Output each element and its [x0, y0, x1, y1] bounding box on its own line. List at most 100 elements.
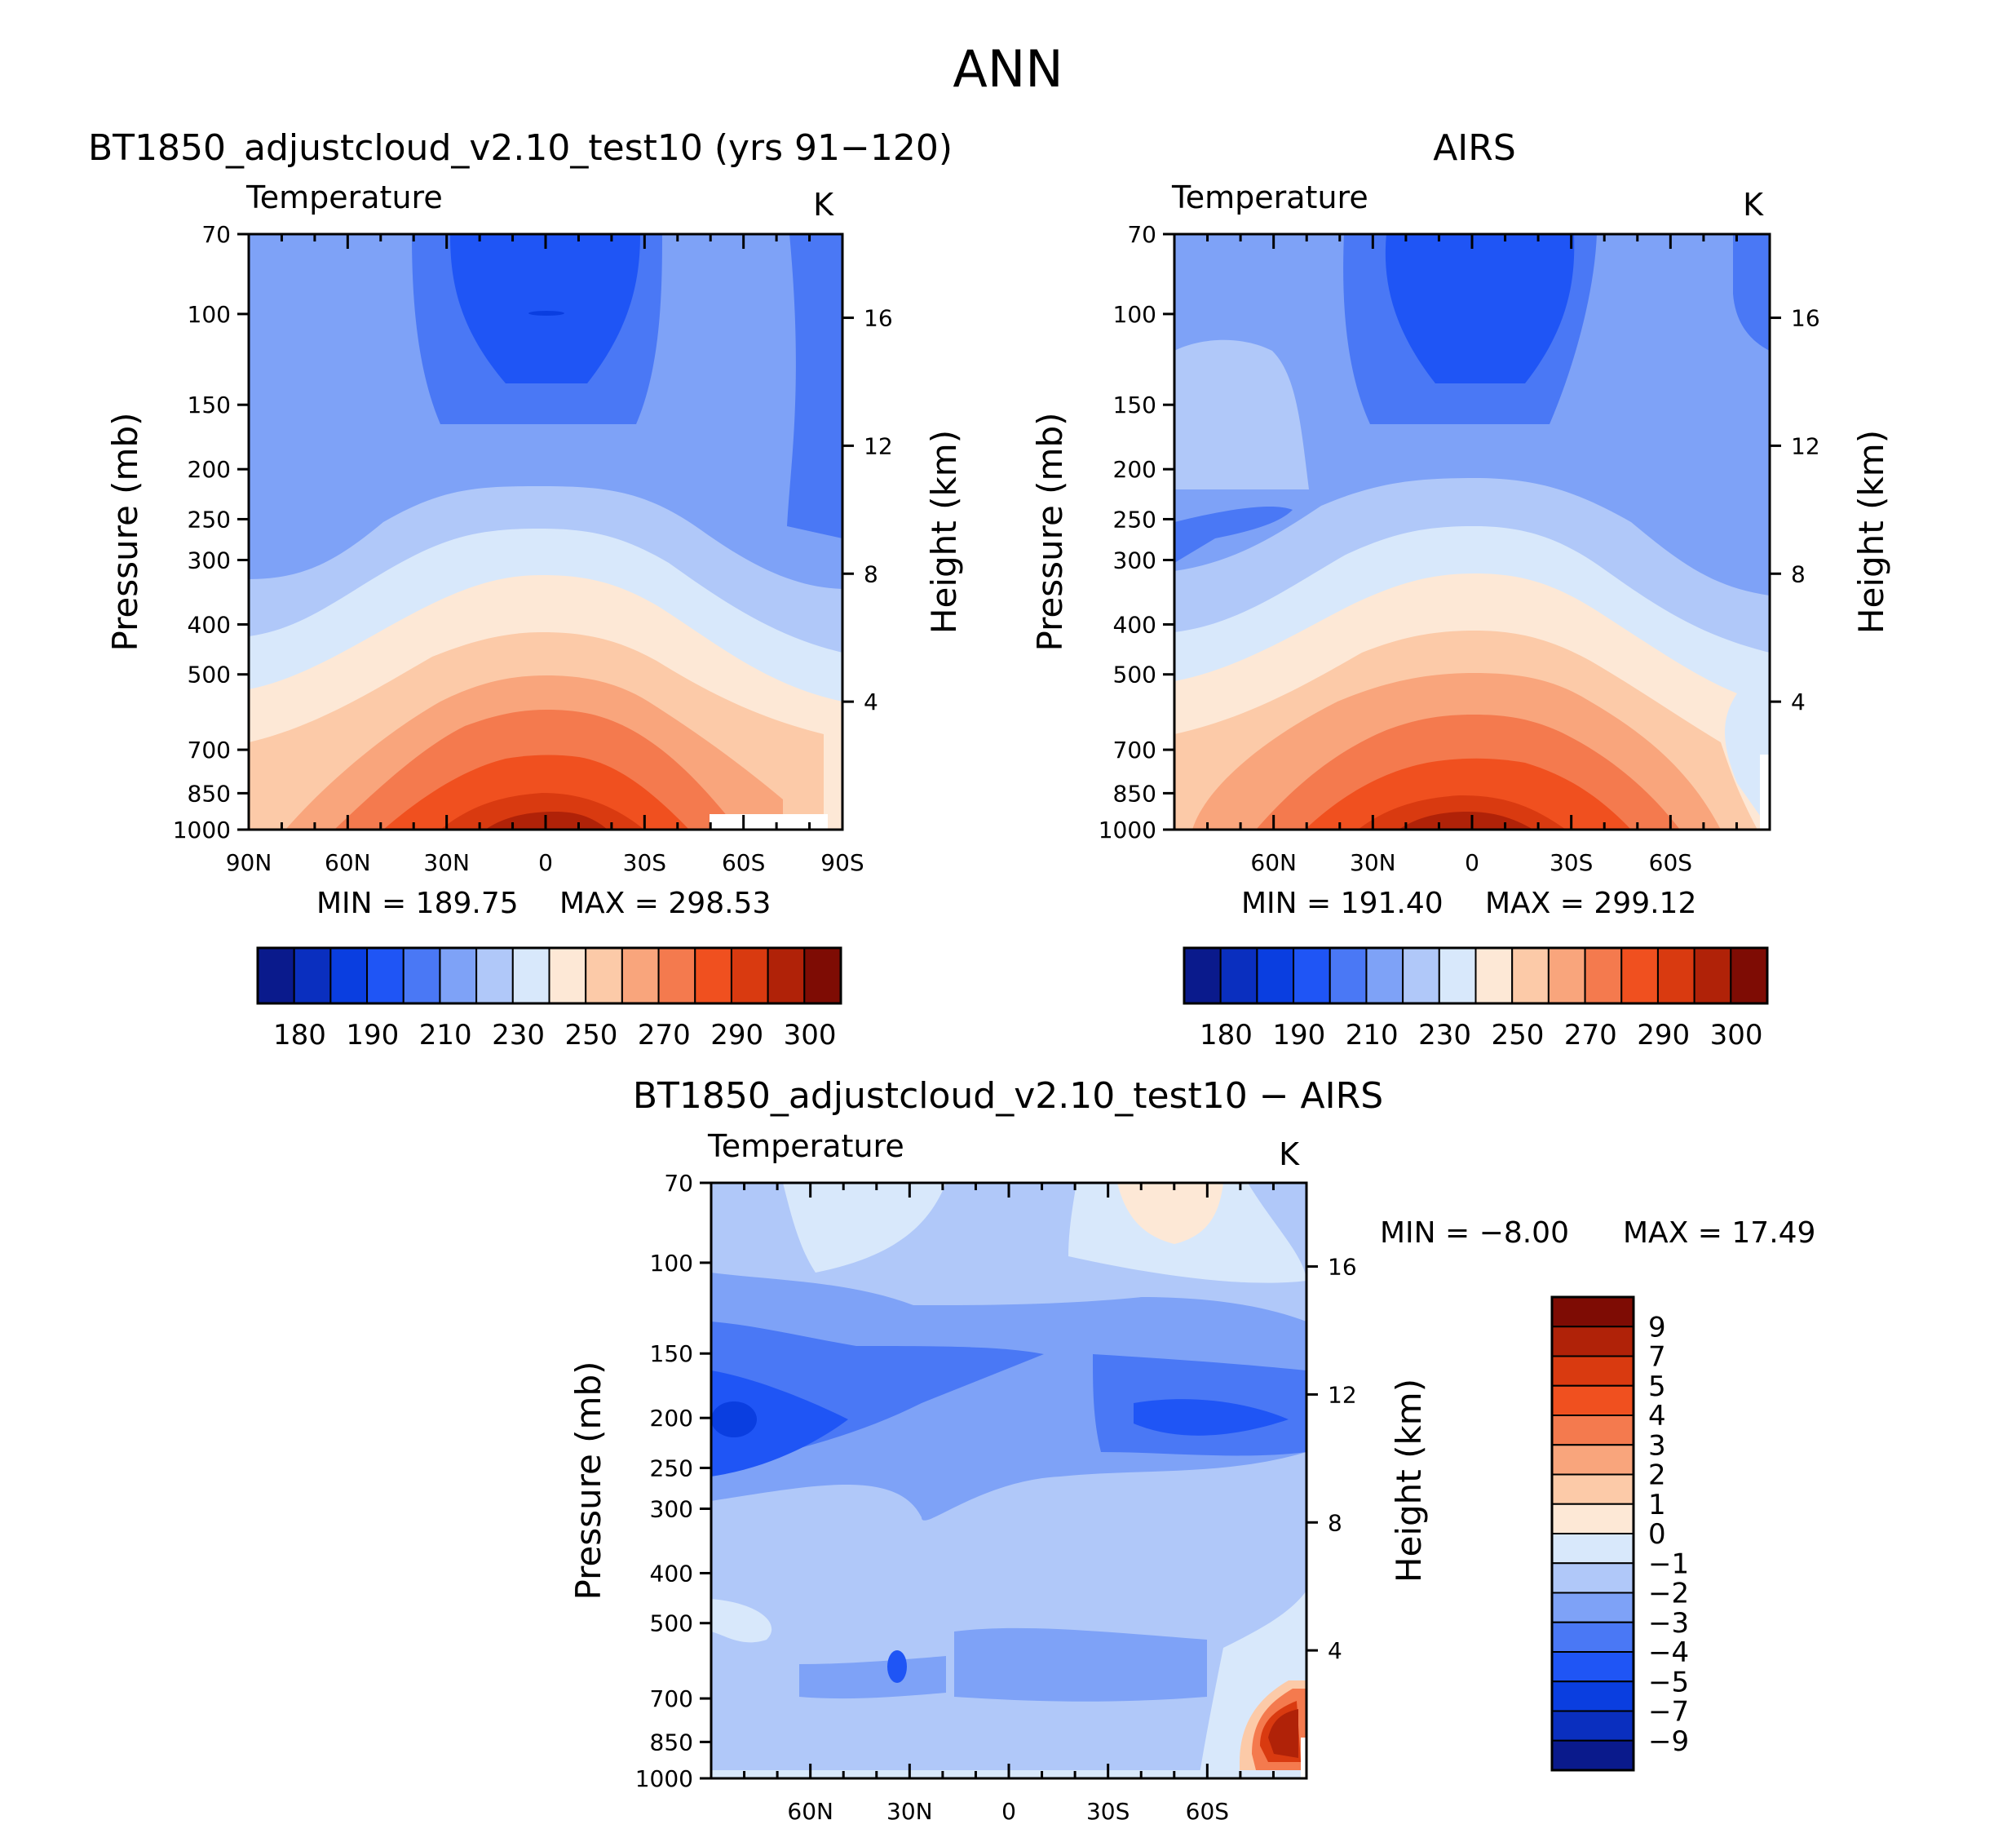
panel-model-colorbar: 180 190 210 230 250 270 290 300 [256, 946, 842, 1052]
panel-diff: BT1850_adjustcloud_v2.10_test10 − AIRS T… [568, 1075, 1815, 1825]
contour-band-left-min [711, 1401, 757, 1437]
lat-tick-label: 30S [1086, 1798, 1130, 1825]
colorbar-label: −7 [1648, 1696, 1689, 1729]
colorbar-label: 180 [273, 1019, 326, 1052]
panel-obs-min: MIN = 191.40 [1241, 887, 1443, 920]
colorbar-label: 290 [1637, 1019, 1690, 1052]
pressure-tick-label: 1000 [173, 817, 231, 843]
colorbar-label: −5 [1648, 1666, 1689, 1698]
panel-diff-axes: 70 100 150 200 250 300 400 500 700 850 1000 16 12 8 4 6… [635, 1170, 1357, 1825]
pressure-tick-label: 400 [650, 1560, 693, 1587]
lat-tick-label: 60N [787, 1798, 833, 1825]
pressure-tick-label: 200 [188, 456, 231, 483]
pressure-tick-label: 500 [188, 662, 231, 688]
panel-obs-colorbar: 180 190 210 230 250 270 290 300 [1183, 946, 1769, 1052]
colorbar-label: 9 [1648, 1311, 1666, 1344]
colorbar-swatch [1547, 947, 1586, 1004]
colorbar-swatch [1551, 1533, 1634, 1565]
pressure-tick-label: 70 [1127, 221, 1156, 248]
panel-diff-contours [711, 1183, 1306, 1778]
pressure-tick-label: 300 [1113, 547, 1156, 573]
contour-band-lower-mid-right [954, 1627, 1207, 1702]
panel-model-contours [249, 234, 842, 830]
panel-obs-title: AIRS [1433, 127, 1516, 169]
colorbar-swatch [1551, 1444, 1634, 1476]
colorbar-label: 270 [638, 1019, 691, 1052]
colorbar-swatch [511, 947, 550, 1004]
pressure-tick-label: 500 [650, 1610, 693, 1637]
colorbar-label: 210 [419, 1019, 472, 1052]
pressure-tick-label: 850 [650, 1729, 693, 1756]
pressure-tick-label: 1000 [1099, 817, 1156, 843]
colorbar-swatch [257, 947, 295, 1004]
colorbar-swatch [1551, 1503, 1634, 1534]
colorbar-swatch [1551, 1710, 1634, 1742]
height-tick-label: 16 [1328, 1254, 1357, 1281]
contour-missing-data [1301, 1738, 1306, 1778]
colorbar-label: 190 [346, 1019, 399, 1052]
panel-diff-ylabel-right: Height (km) [1389, 1379, 1429, 1583]
contour-missing-data [710, 814, 828, 830]
contour-band-right-core [1134, 1399, 1289, 1436]
height-tick-label: 4 [864, 688, 878, 715]
colorbar-swatch [1551, 1621, 1634, 1653]
colorbar-swatch [1551, 1355, 1634, 1387]
colorbar-swatch [1365, 947, 1404, 1004]
height-tick-label: 12 [1328, 1381, 1357, 1408]
colorbar-label: 250 [564, 1019, 617, 1052]
height-tick-label: 16 [1791, 305, 1820, 332]
pressure-tick-label: 850 [1113, 780, 1156, 807]
figure-title: ANN [953, 39, 1063, 99]
colorbar-label: 230 [1418, 1019, 1471, 1052]
colorbar-swatch [293, 947, 332, 1004]
height-tick-label: 4 [1791, 688, 1806, 715]
panel-obs-contours [1174, 234, 1770, 830]
colorbar-label: 210 [1346, 1019, 1399, 1052]
colorbar-swatch [1620, 947, 1659, 1004]
colorbar-label: 7 [1648, 1341, 1666, 1374]
colorbar-swatch [1474, 947, 1514, 1004]
contour-band-hotspot-9 [1268, 1709, 1298, 1758]
colorbar-label: 3 [1648, 1429, 1666, 1462]
pressure-tick-label: 500 [1113, 662, 1156, 688]
panel-model-min: MIN = 189.75 [316, 887, 519, 920]
pressure-tick-label: 100 [1113, 301, 1156, 328]
height-tick-label: 12 [1791, 432, 1820, 459]
colorbar-label: −3 [1648, 1607, 1689, 1640]
pressure-tick-label: 150 [650, 1340, 693, 1367]
colorbar-frame [1183, 946, 1769, 1005]
panel-model-units: K [813, 187, 834, 223]
colorbar-swatch [803, 947, 842, 1004]
lat-tick-label: 30S [623, 849, 666, 876]
lat-tick-label: 30N [886, 1798, 933, 1825]
colorbar-swatch [1693, 947, 1732, 1004]
colorbar-swatch [1551, 1651, 1634, 1683]
colorbar-swatch [1551, 1680, 1634, 1712]
colorbar-swatch [366, 947, 405, 1004]
colorbar-label: 5 [1648, 1370, 1666, 1403]
panel-obs-units: K [1743, 187, 1764, 223]
panel-obs-axes: 70 100 150 200 250 300 400 500 700 850 1000 16 12 8 4 6… [1099, 221, 1820, 876]
colorbar-label: −4 [1648, 1636, 1689, 1669]
colorbar-swatch [1551, 1326, 1634, 1357]
contour-band-t300 [1399, 812, 1533, 830]
colorbar-swatch [1551, 1562, 1634, 1594]
colorbar-label: 300 [784, 1019, 837, 1052]
colorbar-label: 250 [1491, 1019, 1544, 1052]
panel-model-ylabel: Pressure (mb) [105, 412, 145, 651]
pressure-tick-label: 200 [650, 1405, 693, 1432]
colorbar-swatch [1329, 947, 1368, 1004]
contour-band-core-cold [1385, 234, 1575, 383]
lat-tick-label: 60S [722, 849, 765, 876]
panel-model-title: BT1850_adjustcloud_v2.10_test10 (yrs 91−… [88, 127, 953, 169]
panel-diff-max: MAX = 17.49 [1623, 1216, 1815, 1250]
lat-tick-label: 30N [1350, 849, 1396, 876]
colorbar-swatch [1438, 947, 1477, 1004]
contour-band-core-cold [450, 234, 640, 383]
panel-model: BT1850_adjustcloud_v2.10_test10 (yrs 91−… [88, 127, 964, 1052]
contour-band-right-cold [1733, 234, 1770, 351]
lat-tick-label: 90N [226, 849, 272, 876]
pressure-tick-label: 150 [188, 392, 231, 418]
colorbar-label: 1 [1648, 1489, 1666, 1521]
colorbar-swatch [1551, 1415, 1634, 1446]
